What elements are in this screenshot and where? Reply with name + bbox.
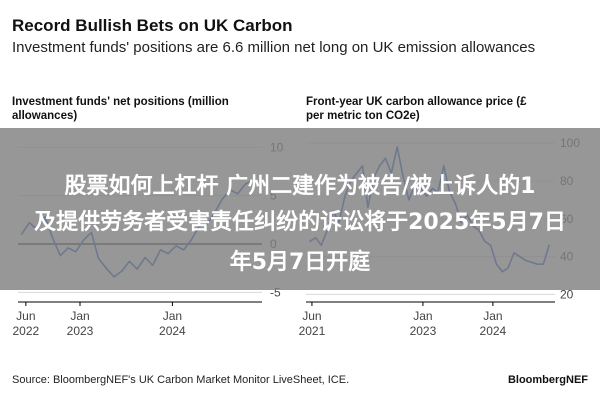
source-note: Source: BloombergNEF's UK Carbon Market … xyxy=(12,374,350,386)
panel2-x-tick-year: 2023 xyxy=(410,324,437,338)
panel2-title-line-2: per metric ton CO2e) xyxy=(306,110,420,122)
overlay-text-line-2: 及提供劳务者受害责任纠纷的诉讼将于2025年5月7日 xyxy=(34,210,566,235)
chart-subtitle: Investment funds' positions are 6.6 mill… xyxy=(12,39,536,56)
panel1-x-tick-label: Jan xyxy=(163,309,182,323)
panel1-y-tick-label: -5 xyxy=(270,285,281,299)
overlay-banner xyxy=(0,128,600,290)
panel1-title-line-2: allowances) xyxy=(12,110,77,122)
panel2-y-tick-label: 20 xyxy=(560,287,574,301)
panel2-x-tick-year: 2021 xyxy=(299,324,326,338)
brand-logo-text: BloombergNEF xyxy=(507,374,588,386)
panel1-title-line-1: Investment funds' net positions (million xyxy=(12,96,229,108)
panel2-x-tick-label: Jun xyxy=(302,309,321,323)
panel1-x-tick-year: 2023 xyxy=(67,324,94,338)
overlay-text-line-3: 年5月7日开庭 xyxy=(229,250,371,275)
panel2-x-tick-year: 2024 xyxy=(480,324,507,338)
panel1-x-tick-year: 2024 xyxy=(159,324,186,338)
chart-title: Record Bullish Bets on UK Carbon xyxy=(12,16,293,35)
panel2-title-line-1: Front-year UK carbon allowance price (£ xyxy=(306,96,527,108)
overlay-text-line-1: 股票如何上杠杆 广州二建作为被告/被上诉人的1 xyxy=(64,174,536,199)
panel2-x-tick-label: Jan xyxy=(483,309,502,323)
panel2-x-tick-label: Jan xyxy=(413,309,432,323)
panel1-x-tick-year: 2022 xyxy=(12,324,39,338)
panel1-x-tick-label: Jan xyxy=(70,309,89,323)
panel1-x-tick-label: Jun xyxy=(16,309,35,323)
